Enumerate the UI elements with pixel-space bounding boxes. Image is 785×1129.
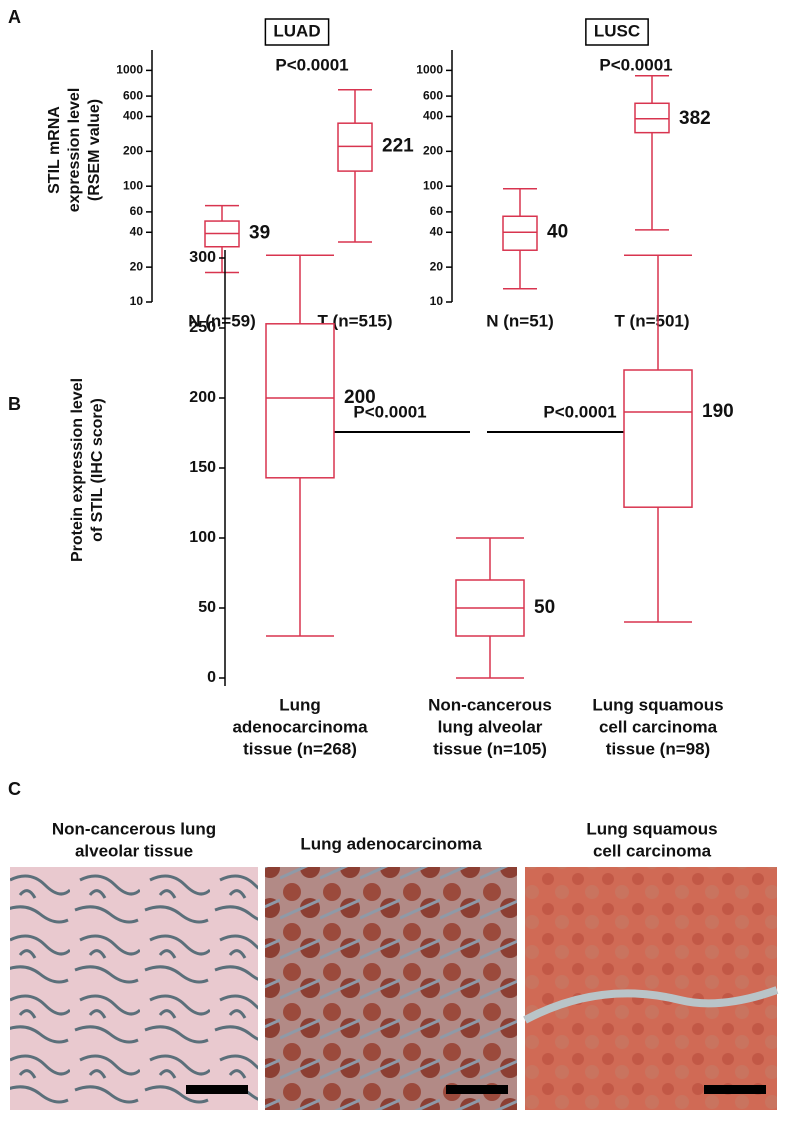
y-tick-label: 200 — [189, 389, 216, 406]
x-tick-label: Non-cancerous — [428, 695, 552, 714]
x-tick-label: lung alveolar — [438, 717, 543, 736]
title-box — [585, 18, 649, 46]
x-tick-label: tissue (n=105) — [433, 739, 547, 758]
p-value: P<0.0001 — [353, 402, 426, 421]
x-tick-label: T (n=515) — [317, 311, 392, 330]
median-label: 190 — [702, 401, 734, 422]
y-tick-label: 1000 — [416, 63, 443, 77]
box — [623, 369, 693, 508]
box — [337, 122, 373, 172]
y-tick-label: 100 — [123, 178, 143, 192]
y-tick-label: 600 — [423, 88, 443, 102]
y-tick-label: 300 — [189, 249, 216, 266]
y-tick-label: 200 — [123, 144, 143, 158]
panel-label: B — [8, 394, 21, 414]
y-tick-label: 1000 — [116, 63, 143, 77]
y-axis-label: Protein expression level — [69, 378, 86, 562]
y-tick-label: 600 — [123, 88, 143, 102]
x-tick-label: cell carcinoma — [599, 717, 718, 736]
median-label: 40 — [547, 221, 568, 242]
image-normal — [10, 867, 258, 1110]
median-label: 382 — [679, 108, 711, 129]
y-tick-label: 100 — [423, 178, 443, 192]
box — [634, 102, 670, 134]
y-tick-label: 250 — [189, 319, 216, 336]
y-tick-label: 60 — [130, 204, 144, 218]
x-tick-label: tissue (n=98) — [606, 739, 710, 758]
panel-label: A — [8, 7, 21, 27]
image-adenocarcinoma — [265, 867, 517, 1110]
image-title: cell carcinoma — [593, 841, 712, 860]
image-squamous — [525, 867, 777, 1110]
x-tick-label: Lung — [279, 695, 321, 714]
y-tick-label: 100 — [189, 529, 216, 546]
y-tick-label: 150 — [189, 459, 216, 476]
p-value: P<0.0001 — [543, 402, 616, 421]
y-axis-label: of STIL (IHC score) — [89, 398, 106, 542]
x-tick-label: adenocarcinoma — [232, 717, 368, 736]
y-axis-label: (RSEM value) — [86, 99, 103, 201]
image-title: Non-cancerous lung — [52, 819, 216, 838]
y-tick-label: 20 — [430, 259, 444, 273]
box — [265, 323, 335, 479]
median-label: 221 — [382, 135, 414, 156]
median-label: 50 — [534, 597, 555, 618]
x-tick-label: tissue (n=268) — [243, 739, 357, 758]
chart-title: LUSC — [594, 21, 640, 40]
y-tick-label: 60 — [430, 204, 444, 218]
y-tick-label: 40 — [130, 224, 144, 238]
x-tick-label: T (n=501) — [614, 311, 689, 330]
chart-title: LUAD — [273, 21, 320, 40]
x-tick-label: N (n=51) — [486, 311, 554, 330]
p-value: P<0.0001 — [599, 55, 672, 74]
y-tick-label: 20 — [130, 259, 144, 273]
image-title: alveolar tissue — [75, 841, 193, 860]
image-title: Lung squamous — [586, 819, 717, 838]
y-axis-label: expression level — [66, 88, 83, 213]
y-tick-label: 10 — [130, 294, 144, 308]
image-title: Lung adenocarcinoma — [300, 834, 482, 853]
y-tick-label: 40 — [430, 224, 444, 238]
y-axis-label: STIL mRNA — [46, 106, 63, 194]
scale-bar — [704, 1085, 766, 1094]
x-tick-label: Lung squamous — [592, 695, 723, 714]
y-tick-label: 200 — [423, 144, 443, 158]
title-box — [264, 18, 330, 46]
y-tick-label: 10 — [430, 294, 444, 308]
y-tick-label: 0 — [207, 669, 216, 686]
box — [502, 215, 538, 251]
panel-label: C — [8, 779, 21, 799]
scale-bar — [186, 1085, 248, 1094]
p-value: P<0.0001 — [275, 55, 348, 74]
y-tick-label: 400 — [423, 109, 443, 123]
y-tick-label: 50 — [198, 599, 216, 616]
median-label: 200 — [344, 387, 376, 408]
y-tick-label: 400 — [123, 109, 143, 123]
median-label: 39 — [249, 223, 270, 244]
x-tick-label: N (n=59) — [188, 311, 256, 330]
scale-bar — [446, 1085, 508, 1094]
